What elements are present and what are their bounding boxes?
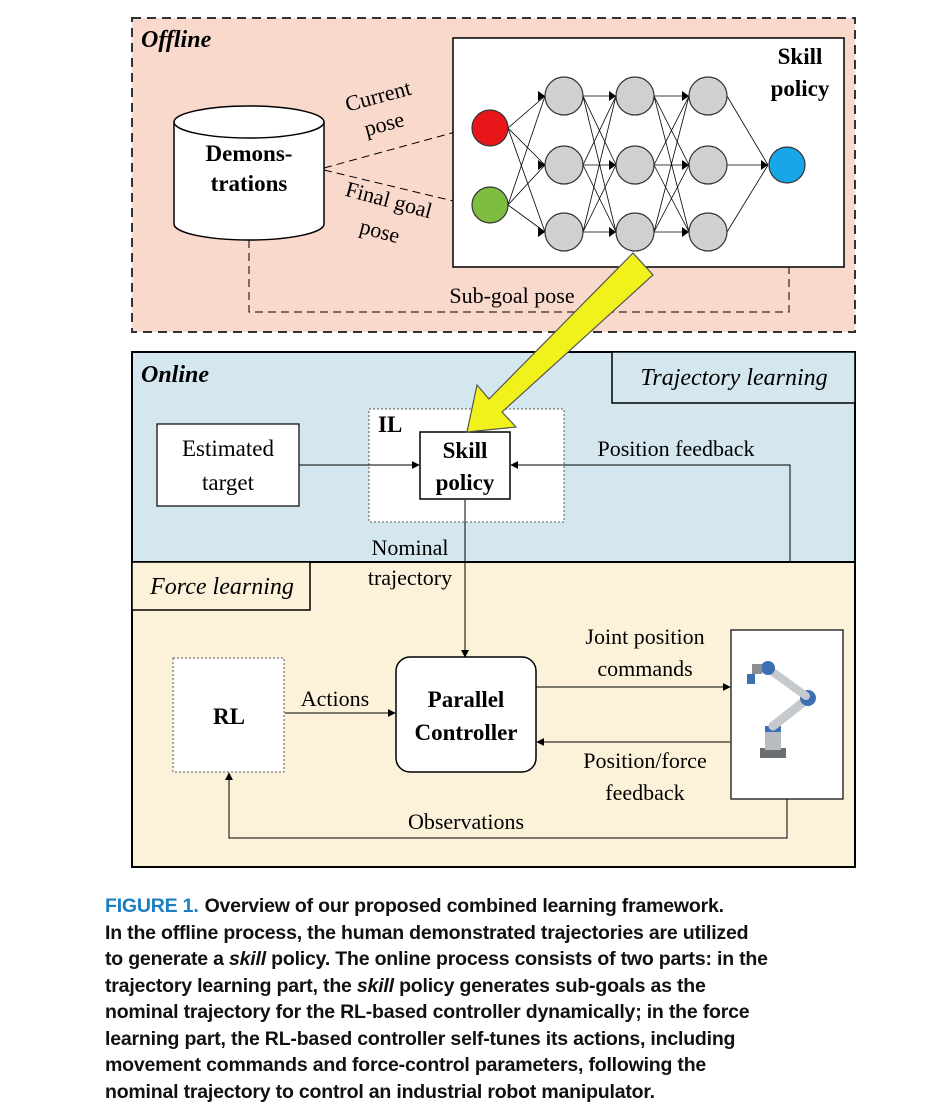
trajectory-learning-tab — [611, 351, 856, 404]
caption-line-5: nominal trajectory for the RL-based cont… — [105, 1001, 750, 1023]
demonstrations-database: Demons- trations — [173, 105, 325, 241]
framework-diagram: Offline Demons- trations Current pose Fi… — [131, 17, 856, 868]
caption-line-8: nominal trajectory to control an industr… — [105, 1080, 655, 1103]
caption-line-4b: policy generates sub-goals as the — [393, 974, 706, 997]
skill-policy-label-1: Skill — [443, 438, 488, 463]
position-force-feedback-label-2: feedback — [605, 780, 684, 805]
caption-line-7: movement commands and force-control para… — [105, 1054, 707, 1076]
caption-line-2: In the offline process, the human demons… — [105, 921, 749, 944]
hidden-neuron — [615, 76, 655, 116]
caption-line-3b: policy. The online process consists of t… — [265, 948, 768, 970]
figure-caption: FIGURE 1. Overview of our proposed combin… — [105, 893, 885, 1105]
hidden-neuron — [544, 145, 584, 185]
skill-policy-box — [419, 431, 511, 500]
demonstrations-label-1: Demons- — [206, 141, 293, 166]
nominal-trajectory-label-1: Nominal — [372, 535, 449, 560]
highlight-arrow — [466, 252, 654, 433]
estimated-target-label-2: target — [202, 470, 255, 495]
rl-agent-box — [172, 657, 285, 773]
sub-goal-pose-label: Sub-goal pose — [449, 283, 574, 308]
offline-panel: Offline Demons- trations Current pose Fi… — [131, 17, 856, 333]
rl-label: RL — [213, 704, 245, 729]
il-label: IL — [378, 412, 402, 437]
estimated-target-label-1: Estimated — [182, 436, 274, 461]
position-force-feedback-label-1: Position/force — [583, 748, 706, 773]
parallel-controller-label-1: Parallel — [428, 687, 505, 712]
skill-policy-network-label-1: Skill — [778, 44, 823, 69]
figure-number: FIGURE 1. — [105, 895, 199, 917]
caption-line-4a: trajectory learning part, the — [105, 974, 357, 997]
skill-policy-label-2: policy — [436, 470, 495, 495]
observations-label: Observations — [408, 809, 524, 834]
force-learning-panel: Force learning Nominal trajectory RL Par… — [131, 500, 856, 868]
output-neuron — [768, 146, 806, 184]
force-learning-label: Force learning — [149, 574, 294, 600]
estimated-target-box — [156, 423, 300, 507]
nominal-trajectory-label-2: trajectory — [368, 565, 452, 590]
hidden-neuron — [544, 76, 584, 116]
demonstrations-label-2: trations — [211, 171, 288, 196]
actions-label: Actions — [301, 686, 369, 711]
hidden-neuron — [688, 76, 728, 116]
online-label: Online — [141, 362, 209, 388]
input-neuron-current-pose — [471, 109, 509, 147]
online-panel: Online Trajectory learning Estimated tar… — [131, 351, 856, 630]
caption-line-6: learning part, the RL-based controller s… — [105, 1027, 736, 1050]
parallel-controller-box — [395, 656, 537, 773]
parallel-controller-label-2: Controller — [414, 720, 517, 745]
offline-label: Offline — [141, 27, 212, 53]
force-learning-tab — [131, 561, 311, 611]
skill-policy-network-label-2: policy — [771, 76, 830, 101]
hidden-neuron — [688, 145, 728, 185]
joint-position-commands-label-2: commands — [597, 656, 692, 681]
robot-manipulator-icon — [747, 661, 816, 758]
input-neuron-final-goal — [471, 186, 509, 224]
hidden-neuron — [688, 212, 728, 252]
joint-position-commands-label-1: Joint position — [585, 624, 704, 649]
trajectory-learning-label: Trajectory learning — [640, 365, 827, 391]
hidden-neuron — [615, 145, 655, 185]
position-feedback-label: Position feedback — [597, 436, 754, 461]
hidden-neuron — [615, 212, 655, 252]
caption-emphasis-skill: skill — [356, 974, 394, 997]
hidden-neuron — [544, 212, 584, 252]
network-connections — [507, 95, 769, 233]
caption-line-1: Overview of our proposed combined learni… — [204, 895, 724, 917]
caption-line-3a: to generate a — [105, 948, 229, 970]
caption-emphasis-skill: skill — [229, 948, 266, 970]
